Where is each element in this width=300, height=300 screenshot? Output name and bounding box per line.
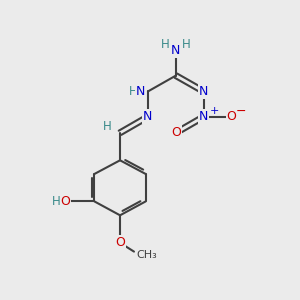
Text: N: N: [136, 85, 145, 98]
Text: N: N: [199, 85, 208, 98]
Text: H: H: [182, 38, 191, 51]
Text: N: N: [199, 110, 208, 123]
Text: H: H: [161, 38, 170, 51]
Text: O: O: [115, 236, 125, 249]
Text: +: +: [209, 106, 219, 116]
Text: O: O: [171, 126, 181, 139]
Text: O: O: [61, 195, 70, 208]
Text: N: N: [171, 44, 181, 57]
Text: −: −: [236, 105, 247, 118]
Text: H: H: [103, 120, 112, 133]
Text: N: N: [143, 110, 153, 123]
Text: H: H: [128, 85, 137, 98]
Text: O: O: [227, 110, 237, 123]
Text: H: H: [52, 195, 61, 208]
Text: CH₃: CH₃: [136, 250, 157, 260]
